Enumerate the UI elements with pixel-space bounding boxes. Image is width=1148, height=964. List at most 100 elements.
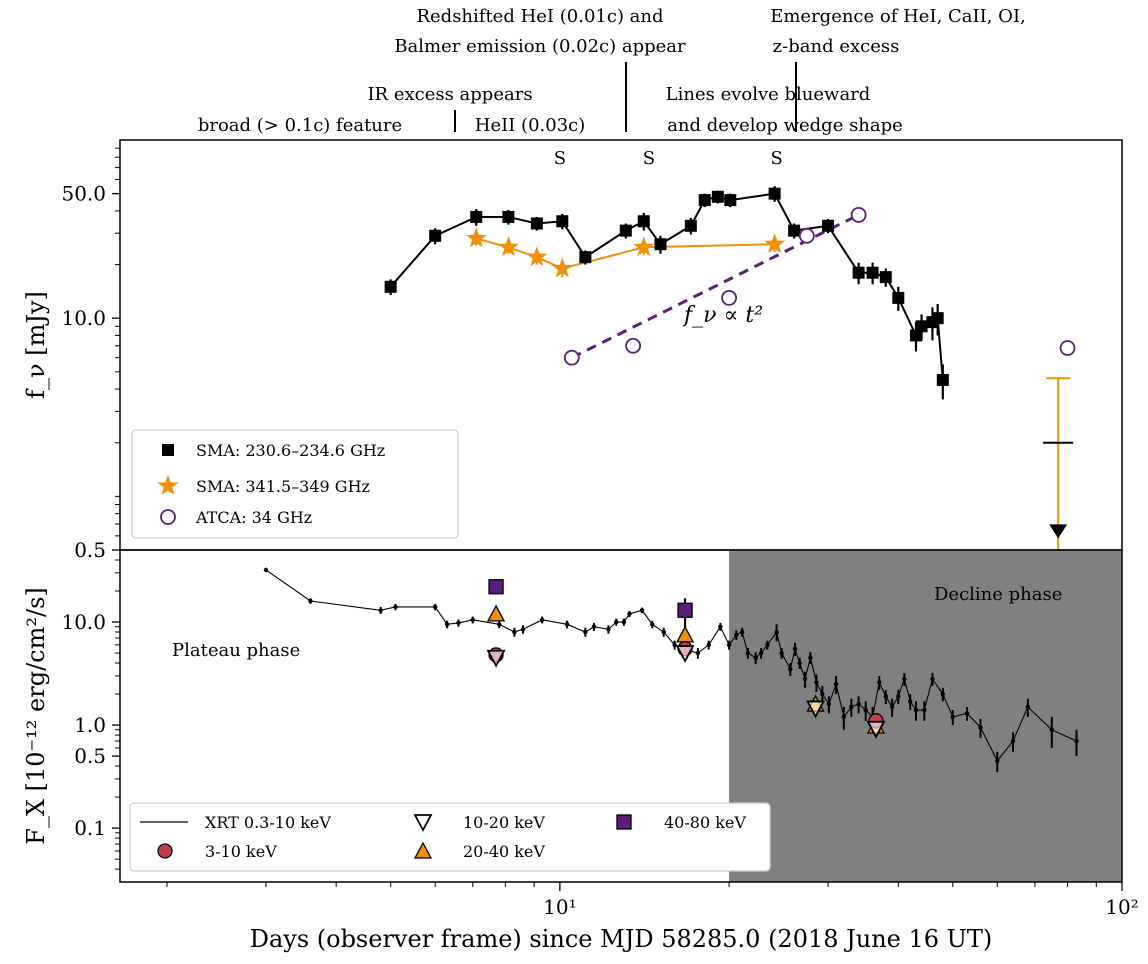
xrt-point	[621, 619, 627, 625]
legend-label-10-20: 10-20 keV	[463, 813, 545, 832]
sma-230-point	[502, 210, 515, 223]
legend-swatch-sma-345	[157, 475, 179, 495]
atca-point	[798, 227, 815, 244]
xrt-point	[908, 699, 913, 704]
xrt-point	[863, 707, 868, 713]
xrt-point	[802, 676, 808, 682]
sma-345-point	[498, 236, 519, 257]
annotation-emergence: Emergence of HeI, CaII, OI,	[770, 6, 1026, 27]
annotation-wedge: and develop wedge shape	[667, 115, 903, 136]
hx-40-80-point	[677, 602, 693, 618]
xrt-point	[650, 622, 655, 627]
bottom-y-tick-label: 0.5	[74, 744, 106, 768]
xrt-point	[734, 632, 739, 638]
annotation-broad-feature: broad (> 0.1c) feature	[198, 115, 402, 136]
atca-point	[625, 337, 642, 354]
xrt-point	[922, 707, 927, 713]
xrt-point	[614, 619, 619, 625]
fit-line	[571, 213, 860, 360]
plateau-phase-label: Plateau phase	[172, 640, 300, 661]
xrt-point	[639, 608, 645, 613]
xrt-point	[758, 650, 764, 656]
top-y-axis: 0.5 10.0 50.0	[61, 147, 120, 562]
decline-phase-label: Decline phase	[934, 584, 1062, 605]
annotation-balmer: Balmer emission (0.02c) appear	[394, 36, 686, 57]
bottom-axes: 0.1 1.0 10.0 0.5 10¹ 10²	[61, 559, 1139, 919]
x-tick-label: 10¹	[543, 895, 576, 919]
sma-230-point	[866, 266, 879, 279]
xrt-point	[606, 627, 611, 632]
sma-345-point	[764, 233, 786, 254]
xrt-point	[902, 676, 907, 682]
legend-label-40-80: 40-80 keV	[664, 813, 746, 832]
xrt-point	[627, 611, 632, 617]
sma-230-point	[852, 266, 865, 279]
sma-230-point	[892, 291, 905, 304]
sma-230-point	[724, 194, 737, 207]
sma-345-point	[633, 236, 655, 257]
s-marker: S	[554, 148, 566, 169]
sma-230-point	[788, 224, 801, 237]
sma-230-point	[579, 251, 592, 264]
sma-230-point	[915, 320, 928, 333]
legend-swatch-atca	[160, 509, 176, 525]
hx-10-20-upper-limit	[486, 649, 506, 668]
sma-345-line	[475, 237, 775, 270]
hx-20-40-point	[486, 604, 506, 622]
xrt-point	[706, 642, 711, 648]
xrt-point	[745, 650, 751, 656]
xrt-point	[378, 608, 383, 613]
xrt-point	[877, 680, 882, 685]
hx-10-20-upper-limit	[866, 720, 886, 739]
top-legend-frame	[131, 429, 459, 539]
sma-230-point	[909, 329, 922, 342]
xrt-point	[779, 650, 784, 656]
legend-label-xrt: XRT 0.3-10 keV	[205, 813, 331, 832]
s-marker: S	[643, 148, 655, 169]
decline-phase-region	[729, 550, 1122, 882]
top-y-tick-label: 10.0	[61, 306, 106, 330]
xrt-point	[849, 704, 854, 710]
sma-230-point	[936, 373, 949, 386]
legend-label-20-40: 20-40 keV	[463, 842, 545, 861]
atca-point	[721, 289, 737, 306]
xrt-point	[808, 655, 813, 660]
bottom-legend-frame	[129, 802, 771, 872]
sma-345-point	[465, 227, 487, 248]
legend-swatch-3-10	[157, 843, 173, 859]
annotation-ir-excess: IR excess appears	[367, 84, 532, 105]
sma-230-point	[931, 312, 944, 325]
atca-point	[563, 349, 580, 366]
xrt-point	[940, 691, 946, 697]
legend-swatch-40-80	[616, 814, 632, 830]
sma-345-point	[526, 246, 548, 267]
xrt-point	[432, 604, 438, 610]
xrt-point	[672, 642, 677, 648]
xrt-point	[797, 660, 802, 666]
xrt-point	[661, 629, 666, 635]
xrt-point	[739, 629, 745, 635]
xrt-point	[896, 694, 901, 699]
xrt-point	[444, 622, 450, 627]
xrt-point	[774, 629, 779, 635]
xrt-point	[695, 650, 701, 656]
xrt-point	[456, 620, 461, 626]
sma-230-point	[429, 229, 442, 242]
xrt-point	[788, 666, 793, 672]
hx-20-40-point	[675, 625, 695, 643]
annotation-blueward: Lines evolve blueward	[666, 84, 871, 105]
xrt-point	[718, 624, 723, 629]
radio-light-curve-panel: S S S f_ν ∝ t² 0.5 10.0 50.0 f_ν [mJy] SMA: …	[22, 139, 1123, 562]
atca-point	[1059, 340, 1076, 356]
xrt-point	[497, 622, 502, 627]
annotations: broad (> 0.1c) feature IR excess appears…	[198, 6, 1026, 136]
top-y-axis-label: f_ν [mJy]	[22, 291, 50, 399]
bottom-y-axis-label: F_X [10⁻¹² erg/cm²/s]	[22, 587, 50, 845]
xrt-point	[792, 646, 798, 651]
bottom-y-tick-label: 0.1	[74, 816, 106, 840]
annotation-redshifted-hei: Redshifted HeI (0.01c) and	[416, 6, 663, 27]
xrt-point	[1025, 704, 1031, 710]
bottom-y-tick-label: 1.0	[74, 713, 106, 737]
xrt-point	[964, 711, 970, 716]
